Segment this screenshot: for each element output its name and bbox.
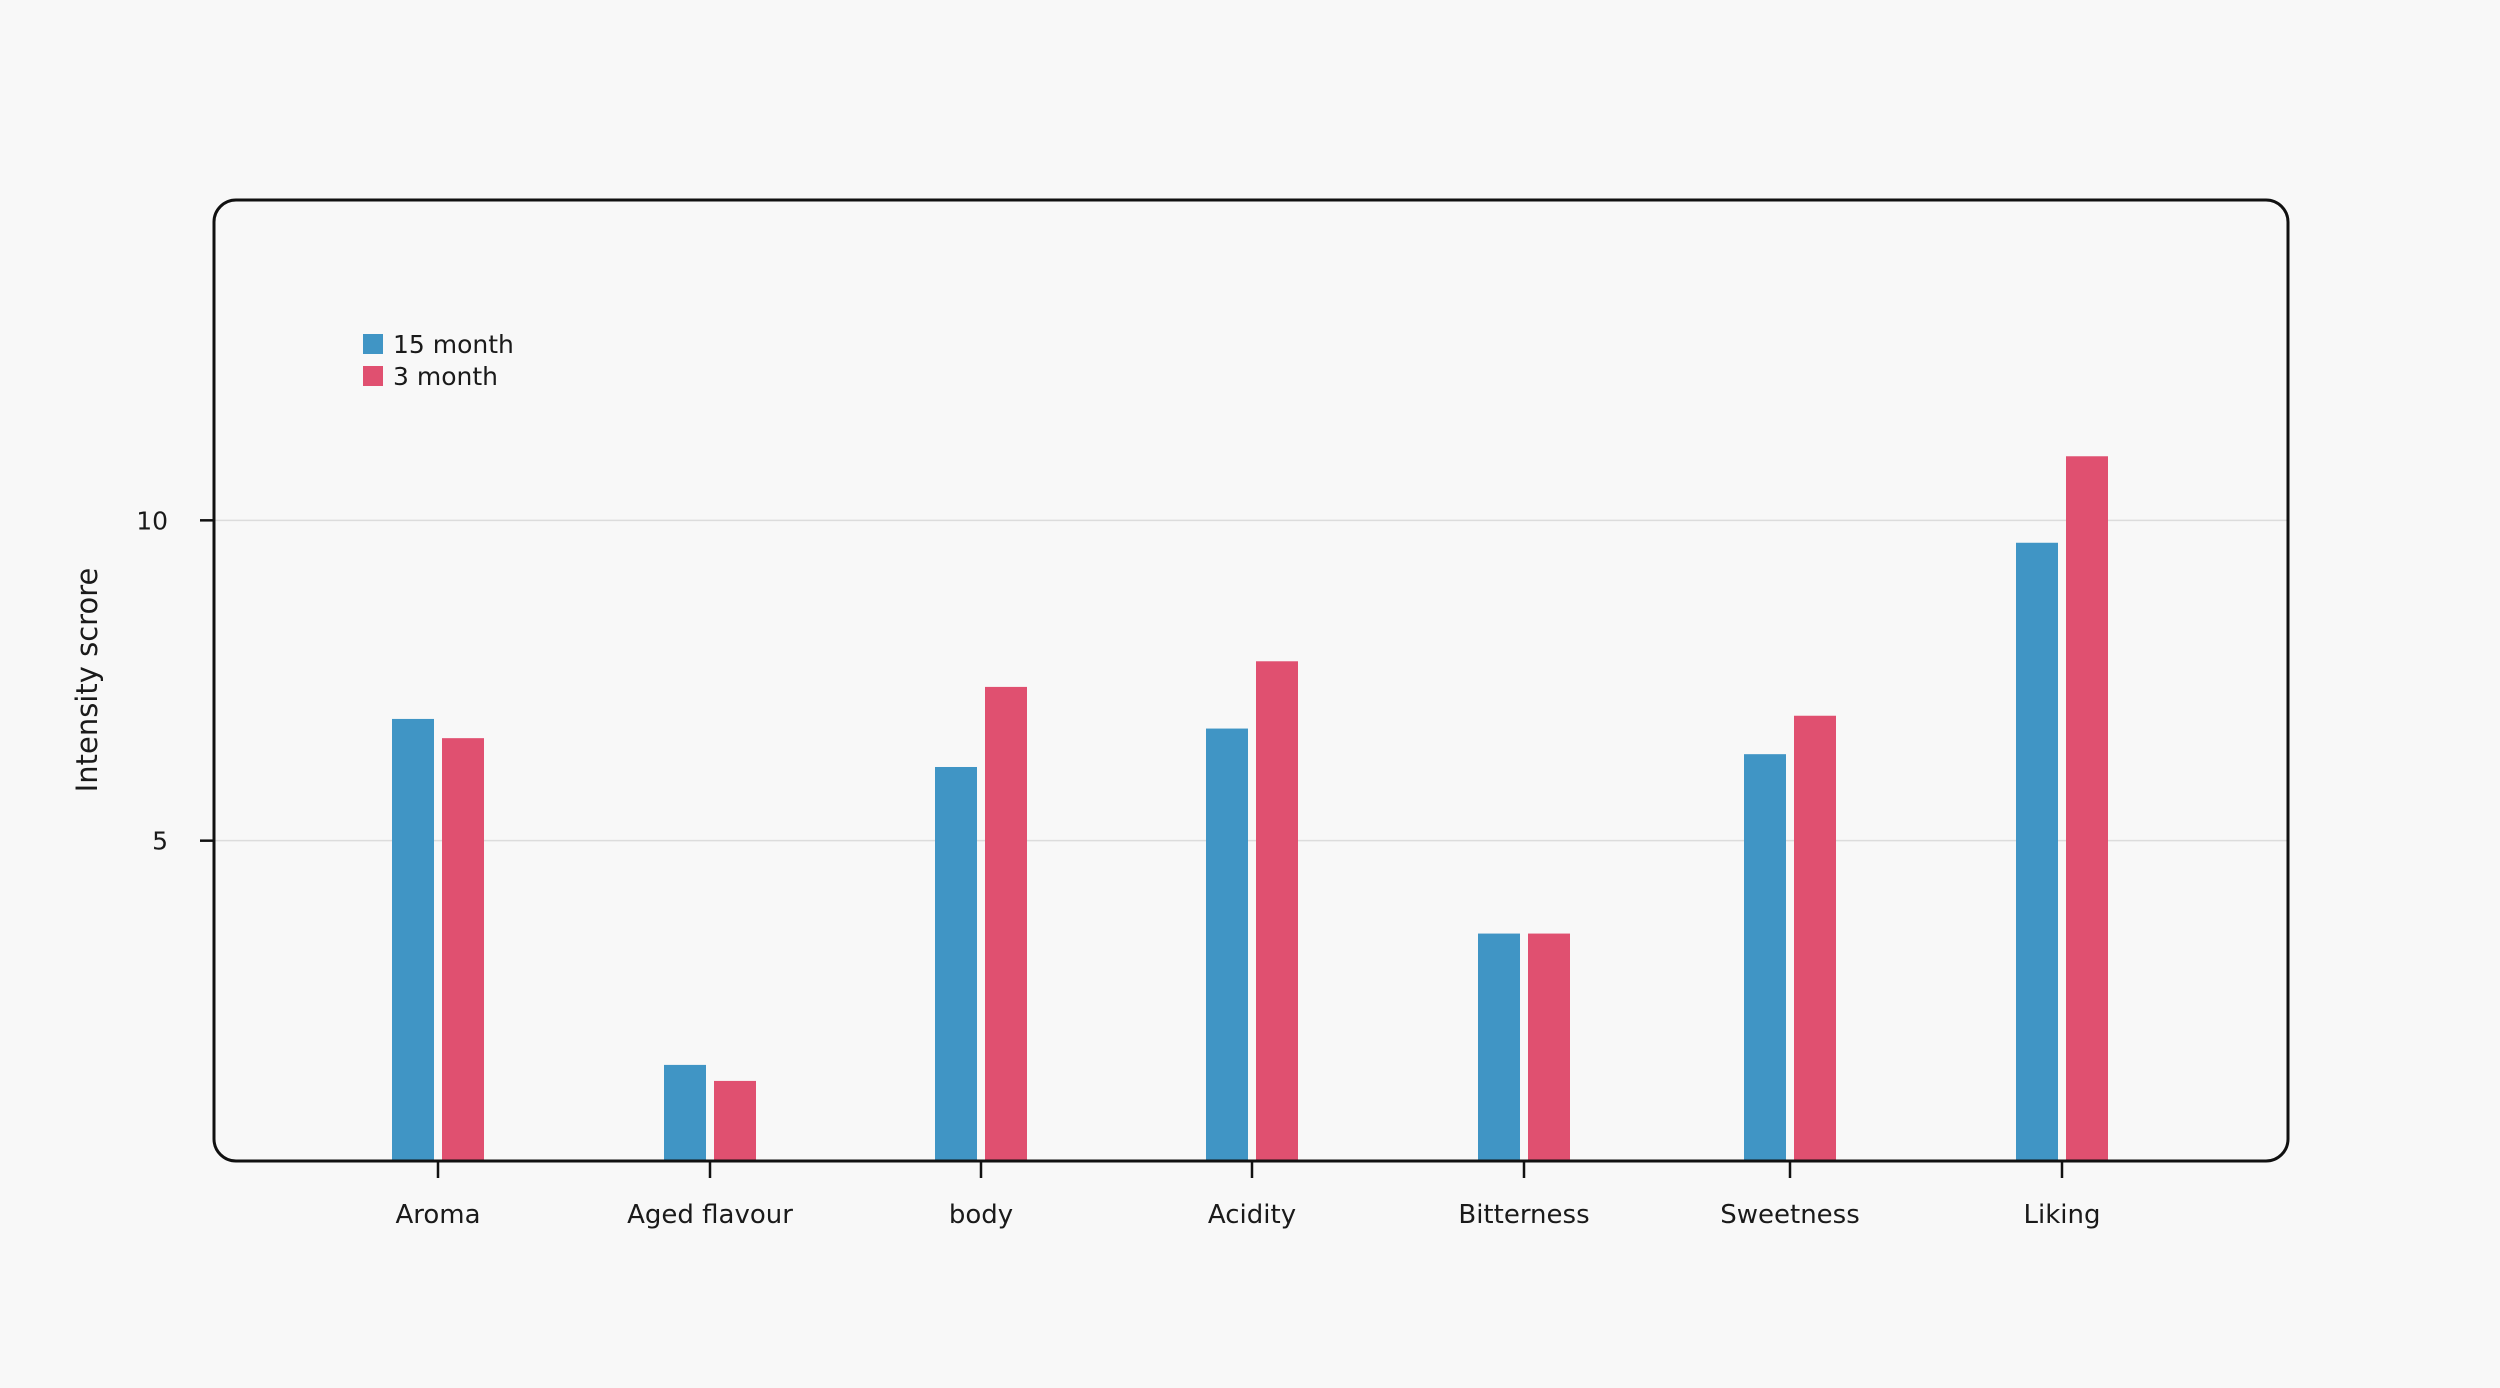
bar-liking-15-month xyxy=(2016,542,2058,1161)
x-tick-label: Aroma xyxy=(395,1200,480,1230)
y-axis: 5 10 xyxy=(136,506,214,856)
bar-body-3-month xyxy=(985,686,1027,1161)
legend-label: 3 month xyxy=(393,362,498,391)
y-tick-label: 5 xyxy=(152,827,168,856)
bar-aged-flavour-3-month xyxy=(714,1080,756,1161)
legend: 15 month 3 month xyxy=(363,330,514,391)
bar-aroma-15-month xyxy=(392,718,434,1161)
x-tick-label: Sweetness xyxy=(1720,1200,1860,1230)
bar-acidity-3-month xyxy=(1256,661,1298,1161)
bar-aroma-3-month xyxy=(442,738,484,1161)
y-tick-label: 10 xyxy=(136,506,168,535)
y-axis-title: Intensity scrore xyxy=(70,568,104,793)
bar-body-15-month xyxy=(935,766,977,1161)
plot-frame xyxy=(212,198,2290,1163)
bar-acidity-15-month xyxy=(1206,728,1248,1161)
legend-label: 15 month xyxy=(393,330,514,359)
gridlines xyxy=(214,519,2288,842)
x-tick-label: body xyxy=(949,1200,1013,1230)
x-tick-label: Liking xyxy=(2024,1200,2101,1230)
x-tick-label: Acidity xyxy=(1208,1200,1296,1230)
bar-bitterness-3-month xyxy=(1528,933,1570,1161)
x-axis: Aroma Aged flavour body Acidity Bitterness Sw… xyxy=(395,1161,2100,1230)
bar-aged-flavour-15-month xyxy=(664,1064,706,1161)
x-tick-label: Bitterness xyxy=(1458,1200,1589,1230)
legend-swatch xyxy=(363,366,383,386)
bar-liking-3-month xyxy=(2066,456,2108,1161)
bars xyxy=(392,456,2108,1161)
x-tick-label: Aged flavour xyxy=(627,1200,793,1230)
bar-bitterness-15-month xyxy=(1478,933,1520,1161)
legend-swatch xyxy=(363,334,383,354)
bar-sweetness-15-month xyxy=(1744,754,1786,1161)
bar-sweetness-3-month xyxy=(1794,715,1836,1161)
